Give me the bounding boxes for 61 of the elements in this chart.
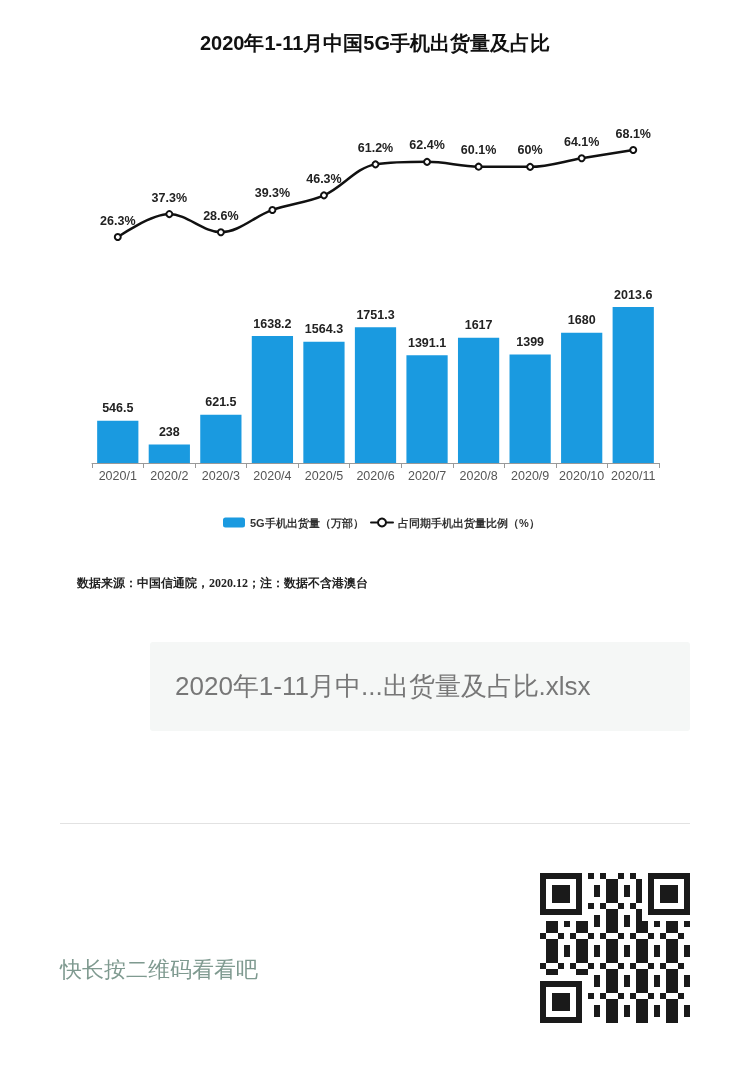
- bar: [612, 307, 654, 463]
- data-label: 2013.6: [614, 287, 653, 302]
- x-tick-label: 2020/2: [150, 468, 189, 483]
- point: [474, 162, 483, 171]
- x-tick-label: 2020/10: [559, 468, 605, 483]
- data-label: 238: [158, 425, 180, 440]
- data-label: 46.3%: [306, 171, 342, 186]
- bar: [97, 420, 139, 463]
- bar: [354, 327, 397, 463]
- x-tick-label: 2020/7: [407, 468, 447, 483]
- point: [268, 205, 277, 214]
- legend-label: 占同期手机出货量比例（%）: [398, 516, 540, 530]
- x-tick-label: 2020/8: [459, 468, 498, 483]
- x-tick-label: 2020/4: [253, 468, 292, 483]
- x-tick-label: 2020/6: [356, 468, 395, 483]
- point: [113, 233, 122, 241]
- bar: [303, 341, 345, 463]
- data-label: 60.1%: [460, 143, 497, 158]
- data-label: 37.3%: [151, 190, 188, 205]
- point: [526, 162, 535, 171]
- bar: [457, 337, 500, 463]
- bar: [200, 414, 242, 463]
- text: 快长按二维码看看吧: [60, 956, 258, 984]
- data-label: 621.5: [205, 395, 237, 410]
- data-label: 1638.2: [253, 316, 292, 331]
- point: [165, 210, 174, 219]
- x-tick-label: 2020/3: [201, 468, 241, 483]
- x-tick-label: 2020/11: [611, 468, 656, 483]
- bar: [406, 355, 448, 463]
- data-label: 1391.1: [407, 335, 447, 350]
- chart-title: 2020年1-11月中国5G手机出货量及占比: [199, 32, 551, 54]
- x-tick-label: 2020/5: [304, 468, 344, 483]
- point: [216, 228, 225, 237]
- point: [577, 154, 586, 163]
- x-tick-label: 2020/1: [98, 468, 137, 483]
- data-label: 60%: [517, 143, 543, 158]
- data-label: 1399: [516, 335, 545, 350]
- data-label: 28.6%: [203, 208, 239, 223]
- text: 2020年1-11月中...出货量及占比.xlsx: [175, 670, 591, 703]
- x-tick-label: 2020/9: [511, 468, 550, 483]
- point: [629, 146, 638, 154]
- bar: [148, 444, 190, 463]
- point: [319, 191, 328, 200]
- data-label: 546.5: [102, 401, 134, 416]
- data-label: 1617: [464, 318, 493, 333]
- data-label: 1751.3: [356, 307, 395, 322]
- legend-label: 5G手机出货量（万部）: [250, 516, 364, 530]
- data-label: 1680: [567, 313, 596, 328]
- data-label: 62.4%: [409, 138, 445, 153]
- data-label: 39.3%: [254, 186, 291, 201]
- bar: [251, 336, 294, 463]
- point: [371, 160, 380, 169]
- data-label: 1564.3: [304, 322, 344, 337]
- bar: [509, 354, 551, 463]
- source-note: 数据来源：中国信通院，2020.12；注：数据不含港澳台: [77, 575, 368, 592]
- data-label: 61.2%: [357, 140, 394, 155]
- point: [423, 157, 432, 166]
- data-label: 68.1%: [615, 126, 651, 141]
- bar: [561, 332, 603, 463]
- data-label: 26.3%: [100, 213, 136, 228]
- data-label: 64.1%: [563, 134, 600, 149]
